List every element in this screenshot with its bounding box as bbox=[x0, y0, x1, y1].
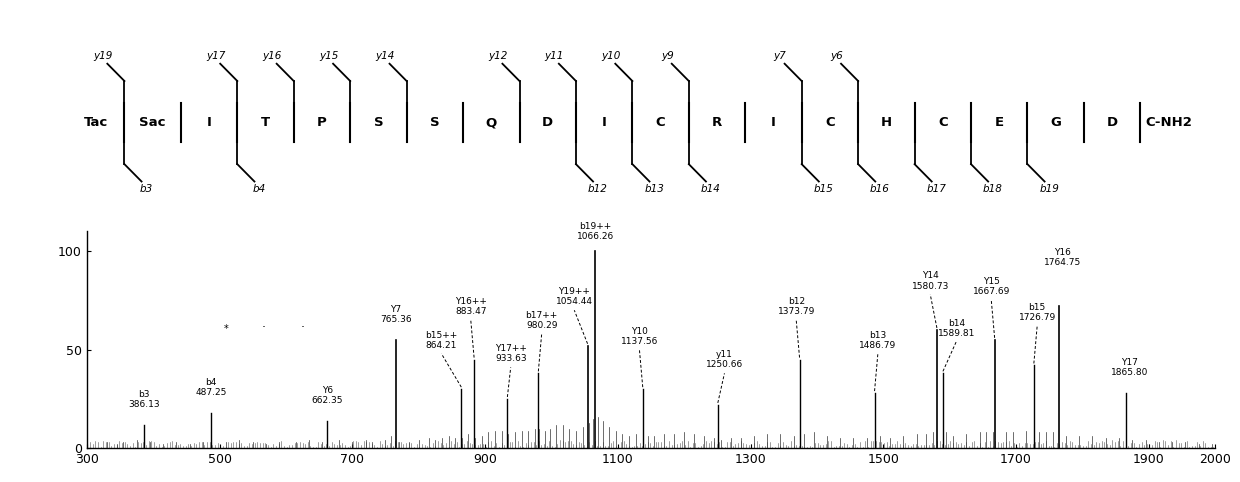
Text: P: P bbox=[317, 116, 327, 129]
Text: b15
1726.79: b15 1726.79 bbox=[1018, 303, 1055, 322]
Text: Y10
1137.56: Y10 1137.56 bbox=[621, 327, 658, 346]
Text: y6: y6 bbox=[830, 51, 843, 61]
Text: b3: b3 bbox=[139, 184, 153, 194]
Text: b14: b14 bbox=[701, 184, 720, 194]
Text: b13
1486.79: b13 1486.79 bbox=[859, 331, 897, 349]
Text: y19: y19 bbox=[93, 51, 113, 61]
Text: Y14
1580.73: Y14 1580.73 bbox=[911, 271, 949, 291]
Text: y12: y12 bbox=[489, 51, 507, 61]
Text: Y17++
933.63: Y17++ 933.63 bbox=[495, 345, 527, 363]
Text: I: I bbox=[207, 116, 212, 129]
Text: b17: b17 bbox=[926, 184, 946, 194]
Text: b3
386.13: b3 386.13 bbox=[128, 390, 160, 409]
Text: D: D bbox=[1106, 116, 1117, 129]
Text: y11: y11 bbox=[544, 51, 564, 61]
Text: y15: y15 bbox=[319, 51, 339, 61]
Text: ·: · bbox=[262, 321, 265, 334]
Text: b19++
1066.26: b19++ 1066.26 bbox=[577, 222, 614, 241]
Text: y10: y10 bbox=[601, 51, 620, 61]
Text: b15: b15 bbox=[813, 184, 833, 194]
Text: C: C bbox=[937, 116, 947, 129]
Text: b17++
980.29: b17++ 980.29 bbox=[526, 311, 558, 330]
Text: D: D bbox=[542, 116, 553, 129]
Text: E: E bbox=[994, 116, 1004, 129]
Text: y7: y7 bbox=[774, 51, 786, 61]
Text: y14: y14 bbox=[376, 51, 394, 61]
Text: b16: b16 bbox=[870, 184, 890, 194]
Text: G: G bbox=[1050, 116, 1061, 129]
Text: b19: b19 bbox=[1039, 184, 1059, 194]
Text: Y17
1865.80: Y17 1865.80 bbox=[1111, 358, 1148, 377]
Text: ·: · bbox=[300, 321, 305, 334]
Text: y17: y17 bbox=[206, 51, 226, 61]
Text: Y15
1667.69: Y15 1667.69 bbox=[972, 277, 1011, 296]
Text: R: R bbox=[712, 116, 722, 129]
Text: b13: b13 bbox=[644, 184, 663, 194]
Text: b12
1373.79: b12 1373.79 bbox=[777, 297, 815, 316]
Text: C: C bbox=[656, 116, 666, 129]
Text: b14
1589.81: b14 1589.81 bbox=[937, 319, 975, 338]
Text: Y16++
883.47: Y16++ 883.47 bbox=[455, 297, 487, 316]
Text: y9: y9 bbox=[661, 51, 673, 61]
Text: S: S bbox=[430, 116, 440, 129]
Text: y11
1250.66: y11 1250.66 bbox=[706, 350, 743, 369]
Text: Y7
765.36: Y7 765.36 bbox=[379, 305, 412, 324]
Text: b18: b18 bbox=[983, 184, 1003, 194]
Text: T: T bbox=[260, 116, 270, 129]
Text: Q: Q bbox=[486, 116, 497, 129]
Text: *: * bbox=[223, 324, 228, 334]
Text: b4
487.25: b4 487.25 bbox=[196, 378, 227, 397]
Text: b12: b12 bbox=[588, 184, 608, 194]
Text: Sac: Sac bbox=[139, 116, 166, 129]
Text: b4: b4 bbox=[253, 184, 265, 194]
Text: Y16
1764.75: Y16 1764.75 bbox=[1044, 248, 1081, 267]
Text: I: I bbox=[601, 116, 606, 129]
Text: I: I bbox=[771, 116, 776, 129]
Text: C: C bbox=[825, 116, 835, 129]
Text: C-NH2: C-NH2 bbox=[1145, 116, 1192, 129]
Text: S: S bbox=[373, 116, 383, 129]
Text: H: H bbox=[880, 116, 892, 129]
Text: Y19++
1054.44: Y19++ 1054.44 bbox=[556, 287, 593, 306]
Text: b15++
864.21: b15++ 864.21 bbox=[425, 331, 458, 349]
Text: Tac: Tac bbox=[84, 116, 108, 129]
Text: Y6
662.35: Y6 662.35 bbox=[311, 386, 343, 405]
Text: y16: y16 bbox=[263, 51, 281, 61]
